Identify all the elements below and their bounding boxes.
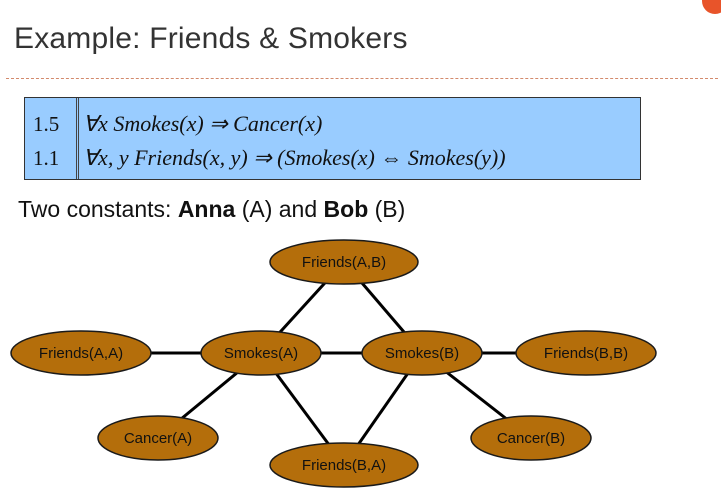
constant-abbr: (B) [368, 196, 406, 222]
graph-node-smokes-b: Smokes(B) [361, 330, 483, 376]
node-ellipse [269, 239, 419, 285]
node-label: Smokes(B) [385, 345, 459, 362]
formula-weight: 1.5 [33, 112, 60, 136]
node-label: Cancer(B) [497, 430, 565, 447]
node-label: Friends(B,B) [544, 345, 628, 362]
node-label: Smokes(A) [224, 345, 298, 362]
node-ellipse [269, 442, 419, 488]
corner-decoration [702, 0, 721, 14]
node-label: Friends(A,A) [39, 345, 123, 362]
formula-table: 1.5 1.1 ∀x Smokes(x) ⇒ Cancer(x) ∀x, y F… [24, 97, 641, 180]
node-ellipse [200, 330, 322, 376]
graph-node-friends-ba: Friends(B,A) [269, 442, 419, 488]
graph-node-cancer-a: Cancer(A) [97, 415, 219, 461]
graph-node-friends-bb: Friends(B,B) [515, 330, 657, 376]
node-ellipse [515, 330, 657, 376]
constant-name: Anna [177, 196, 236, 222]
node-ellipse [470, 415, 592, 461]
title-divider [6, 78, 718, 79]
node-label: Friends(B,A) [302, 457, 386, 474]
graph-node-cancer-b: Cancer(B) [470, 415, 592, 461]
slide-title: Example: Friends & Smokers [14, 22, 408, 55]
graph-node-friends-aa: Friends(A,A) [10, 330, 152, 376]
node-ellipse [361, 330, 483, 376]
formula-rule: ∀x Smokes(x) ⇒ Cancer(x) [83, 111, 323, 136]
constants-prefix: Two constants: [18, 196, 178, 222]
node-ellipse [10, 330, 152, 376]
node-ellipse [97, 415, 219, 461]
constant-abbr: (A) and [235, 196, 324, 222]
weight-column: 1.5 1.1 [25, 98, 79, 179]
constants-line: Two constants: Anna (A) and Bob (B) [18, 196, 405, 223]
graph-node-friends-ab: Friends(A,B) [269, 239, 419, 285]
node-label: Friends(A,B) [302, 254, 386, 271]
formula-weight: 1.1 [33, 146, 60, 170]
node-label: Cancer(A) [124, 430, 192, 447]
constant-name: Bob [323, 196, 369, 222]
graph-node-smokes-a: Smokes(A) [200, 330, 322, 376]
formula-rule: ∀x, y Friends(x, y) ⇒ (Smokes(x) ⇔ Smoke… [83, 145, 506, 170]
